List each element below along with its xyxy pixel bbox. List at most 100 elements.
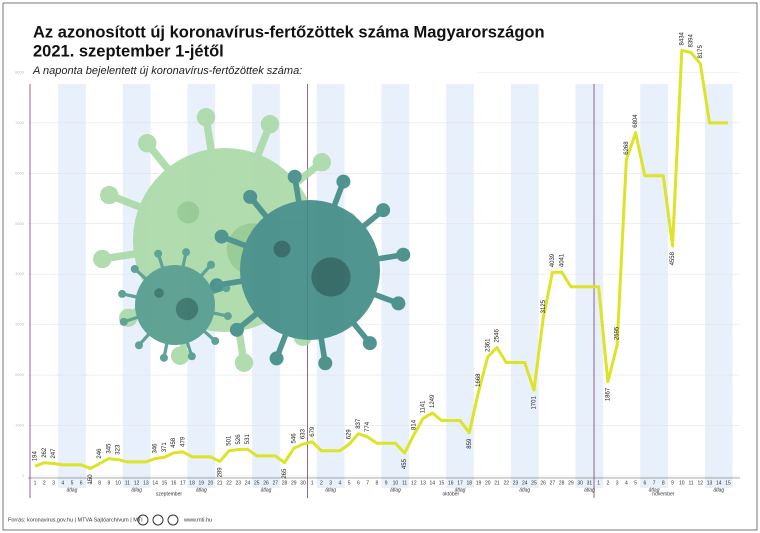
y-tick-label: 1000 (15, 423, 25, 428)
x-tick-label: 4 (625, 480, 628, 486)
x-tick-label: 1 (597, 480, 600, 486)
virus-spot (177, 201, 200, 224)
x-tick-label: 5 (71, 480, 74, 486)
y-tick-label: 7000 (15, 120, 25, 125)
value-label: 3125 (541, 299, 547, 313)
virus-spike-tip (196, 108, 216, 127)
x-tick-label: 5 (348, 480, 351, 486)
value-label: 346 (153, 443, 159, 454)
x-tick-label: 14 (152, 480, 158, 486)
x-tick-label: 16 (171, 480, 177, 486)
virus-spike-tip (376, 203, 391, 218)
x-tick-label: 12 (411, 480, 417, 486)
x-tick-label: 5 (634, 480, 637, 486)
x-tick-label: 6 (357, 480, 360, 486)
x-tick-label: 1 (34, 480, 37, 486)
x-tick-label: 13 (420, 480, 426, 486)
value-label: 246 (97, 448, 103, 459)
weekend-note: átlag (196, 487, 207, 493)
y-tick-label: 0 (22, 473, 25, 478)
value-label: 8394 (689, 33, 695, 47)
x-tick-label: 20 (208, 480, 214, 486)
value-label: 774 (365, 421, 371, 432)
month-label: október (442, 491, 459, 497)
x-tick-label: 30 (300, 480, 306, 486)
x-tick-label: 19 (199, 480, 205, 486)
virus-spike-tip (118, 289, 127, 298)
y-tick-label: 4000 (15, 271, 25, 276)
virus-spike-tip (170, 346, 190, 365)
virus-spike-tip (154, 249, 163, 258)
logo (167, 514, 179, 526)
virus-spike-tip (396, 247, 411, 262)
virus-spike-tip (229, 322, 244, 337)
virus-spike-tip (336, 174, 351, 189)
x-tick-label: 10 (115, 480, 121, 486)
x-tick-label: 4 (61, 480, 64, 486)
virus-spike-tip (100, 185, 119, 205)
logo (137, 514, 149, 526)
value-label: 837 (356, 418, 362, 429)
x-tick-label: 8 (98, 480, 101, 486)
source: Forrás: koronavirus.gov.hu | MTVA Sajtóa… (8, 517, 143, 523)
virus-spot (273, 240, 291, 258)
virus-spike-tip (318, 356, 333, 371)
x-tick-label: 25 (531, 480, 537, 486)
x-tick-label: 18 (189, 480, 195, 486)
x-tick-label: 15 (725, 480, 731, 486)
virus-spike-tip (214, 229, 229, 244)
logo (152, 514, 164, 526)
value-label: 4041 (559, 253, 565, 267)
x-tick-label: 29 (291, 480, 297, 486)
x-tick-label: 3 (52, 480, 55, 486)
virus-spike-tip (312, 152, 332, 172)
virus-spike-tip (93, 249, 112, 269)
title-backdrop (28, 20, 478, 82)
weekend-band (381, 84, 410, 488)
y-tick-label: 8000 (15, 69, 25, 74)
x-tick-label: 21 (217, 480, 223, 486)
value-label: 323 (116, 444, 122, 455)
weekend-note: átlag (455, 487, 466, 493)
value-label: 8434 (679, 31, 685, 45)
x-tick-label: 22 (226, 480, 232, 486)
virus-spike-tip (211, 337, 220, 346)
x-tick-label: 9 (671, 480, 674, 486)
x-tick-label: 1 (311, 480, 314, 486)
virus-spike-tip (223, 312, 232, 321)
x-tick-label: 2 (320, 480, 323, 486)
x-tick-label: 22 (503, 480, 509, 486)
value-label: 1867 (605, 387, 611, 401)
x-tick-label: 17 (457, 480, 463, 486)
weekend-note: átlag (584, 487, 595, 493)
x-tick-label: 26 (263, 480, 269, 486)
value-label: 1141 (421, 400, 427, 414)
x-tick-label: 11 (688, 480, 693, 486)
x-tick-label: 28 (559, 480, 565, 486)
virus-spike-tip (207, 260, 216, 269)
x-tick-label: 14 (430, 480, 436, 486)
value-label: 859 (467, 438, 473, 449)
x-tick-label: 3 (329, 480, 332, 486)
value-label: 4558 (670, 251, 676, 265)
virus-illustration (93, 108, 411, 372)
value-label: 458 (171, 437, 177, 448)
value-label: 1701 (532, 396, 538, 410)
x-tick-label: 8 (662, 480, 665, 486)
x-tick-label: 9 (108, 480, 111, 486)
virus-spot (154, 288, 164, 298)
series-line (34, 48, 728, 470)
value-label: 455 (402, 458, 408, 469)
value-label: 526 (236, 434, 242, 445)
virus-body (135, 265, 215, 345)
x-tick-label: 7 (366, 480, 369, 486)
virus-spike-tip (234, 353, 254, 372)
virus-spot (175, 297, 199, 321)
value-label: 8175 (698, 45, 704, 59)
x-tick-label: 7 (89, 480, 92, 486)
x-tick-label: 27 (550, 480, 556, 486)
virus-spike-tip (287, 169, 302, 184)
weekend-note: átlag (67, 487, 78, 493)
